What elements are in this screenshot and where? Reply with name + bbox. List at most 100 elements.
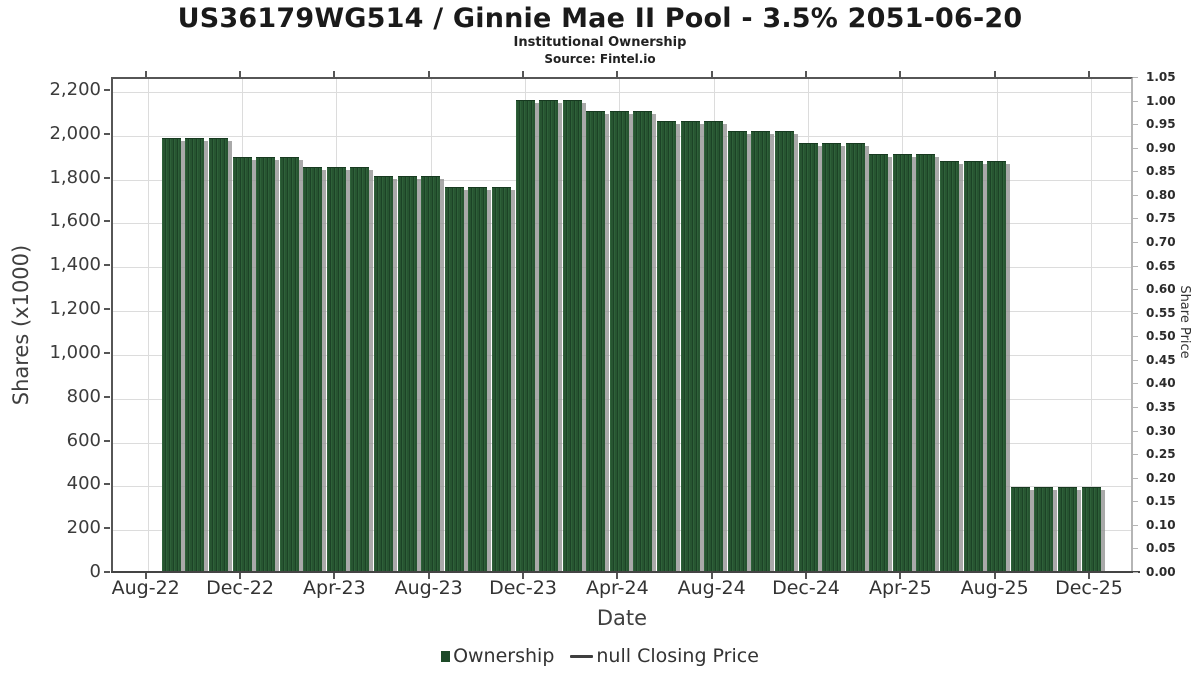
- y-right-tick-label: 1.00: [1146, 93, 1176, 108]
- ownership-bar-Dec-22[interactable]: [232, 156, 252, 572]
- ownership-bar-Jul-25[interactable]: [963, 161, 983, 572]
- y-left-tick: [104, 308, 110, 311]
- x-tick-label-Aug-25: Aug-25: [960, 577, 1029, 599]
- x-tick-top: [427, 71, 430, 77]
- ownership-bar-Jun-24[interactable]: [657, 120, 676, 572]
- y-right-tick-label: 0.60: [1146, 282, 1176, 297]
- x-tick-top: [993, 71, 996, 77]
- ownership-bar-Oct-25[interactable]: [1034, 486, 1054, 572]
- closing-price-line-icon: [570, 654, 594, 658]
- ownership-bar-May-24[interactable]: [633, 110, 653, 572]
- ownership-bar-May-23[interactable]: [350, 166, 370, 572]
- x-tick-label-Dec-24: Dec-24: [772, 577, 840, 599]
- x-tick-label-Aug-22: Aug-22: [111, 577, 180, 599]
- y-right-tick: [1133, 548, 1138, 550]
- y-right-tick: [1133, 124, 1138, 126]
- legend-label-closing-price[interactable]: null Closing Price: [596, 645, 759, 667]
- y-left-tick: [104, 89, 110, 91]
- ownership-bar-Feb-23[interactable]: [279, 156, 299, 572]
- ownership-bar-Dec-24[interactable]: [798, 142, 818, 572]
- ownership-bar-Sep-23[interactable]: [444, 186, 464, 572]
- ownership-bar-Jan-25[interactable]: [822, 142, 842, 572]
- x-tick-top: [1088, 71, 1090, 77]
- ownership-bar-Sep-25[interactable]: [1010, 486, 1030, 572]
- ownership-bar-Apr-25[interactable]: [892, 153, 912, 572]
- y-right-tick: [1133, 477, 1138, 479]
- ownership-bar-Dec-25[interactable]: [1081, 486, 1101, 572]
- ownership-bar-Mar-23[interactable]: [303, 166, 323, 572]
- x-tick-label-Aug-24: Aug-24: [677, 577, 746, 599]
- y-right-tick-label: 0.40: [1146, 376, 1176, 391]
- ownership-bar-Mar-24[interactable]: [586, 110, 606, 572]
- y-right-tick: [1133, 218, 1138, 220]
- x-tick-bottom: [710, 573, 713, 579]
- x-tick-bottom: [993, 573, 996, 579]
- y-right-tick-label: 0.20: [1146, 470, 1176, 485]
- ownership-square-icon: [441, 650, 451, 662]
- y-left-tick: [104, 527, 110, 530]
- y-left-tick-label: 1,200: [49, 298, 101, 320]
- x-tick-top: [805, 71, 807, 77]
- ownership-bar-Dec-23[interactable]: [515, 99, 535, 572]
- x-tick-label-Dec-22: Dec-22: [206, 577, 274, 599]
- y-left-tick-label: 1,400: [49, 254, 101, 276]
- ownership-bar-Feb-24[interactable]: [562, 99, 582, 572]
- y-left-tick-label: 1,000: [49, 341, 101, 363]
- ownership-bar-Oct-23[interactable]: [468, 186, 488, 572]
- x-axis-line: [111, 571, 1140, 573]
- ownership-bar-Apr-24[interactable]: [609, 110, 629, 572]
- x-tick-bottom: [899, 573, 902, 579]
- y-right-tick: [1133, 77, 1138, 78]
- ownership-bar-Jul-23[interactable]: [397, 175, 417, 572]
- y-right-tick: [1133, 572, 1138, 573]
- ownership-bar-Jan-24[interactable]: [539, 99, 559, 572]
- y-right-tick-label: 0.55: [1146, 305, 1176, 320]
- y-right-tick-label: 0.50: [1146, 329, 1176, 344]
- ownership-bar-Sep-22[interactable]: [161, 138, 181, 572]
- y-right-tick-label: 0.65: [1146, 258, 1176, 273]
- ownership-bar-Apr-23[interactable]: [326, 166, 346, 572]
- chart-title: US36179WG514 / Ginnie Mae II Pool - 3.5%…: [177, 3, 1023, 34]
- x-tick-label-Apr-23: Apr-23: [303, 577, 366, 599]
- ownership-bar-Mar-25[interactable]: [869, 153, 889, 572]
- ownership-bar-Aug-25[interactable]: [987, 161, 1007, 572]
- ownership-bar-Nov-22[interactable]: [208, 138, 228, 572]
- ownership-bar-Nov-24[interactable]: [774, 130, 794, 572]
- y-right-tick: [1133, 242, 1138, 243]
- x-tick-bottom: [333, 573, 336, 579]
- ownership-bar-Nov-25[interactable]: [1057, 486, 1077, 572]
- ownership-bar-Sep-24[interactable]: [727, 130, 747, 572]
- x-tick-label-Dec-23: Dec-23: [489, 577, 557, 599]
- y-right-tick: [1133, 430, 1138, 432]
- hgridline: [113, 92, 1131, 93]
- ownership-bar-Jun-25[interactable]: [940, 161, 959, 572]
- y-right-tick-label: 1.05: [1146, 70, 1176, 84]
- y-right-tick-label: 0.75: [1146, 211, 1176, 226]
- y-right-tick: [1133, 100, 1138, 102]
- ownership-bar-Jan-23[interactable]: [256, 156, 276, 572]
- chart-subtitle: Institutional Ownership: [513, 35, 687, 50]
- y-left-tick: [104, 220, 110, 223]
- y-left-tick-label: 1,600: [49, 210, 101, 232]
- y-left-tick: [104, 439, 110, 442]
- y-right-tick-label: 0.80: [1146, 187, 1176, 202]
- ownership-bar-Jun-23[interactable]: [374, 175, 394, 572]
- y-right-tick-label: 0.45: [1146, 352, 1176, 367]
- ownership-bar-Feb-25[interactable]: [845, 142, 865, 572]
- ownership-bar-Oct-22[interactable]: [185, 138, 205, 572]
- ownership-bar-May-25[interactable]: [916, 153, 936, 572]
- y-right-tick: [1133, 312, 1138, 314]
- y-right-tick-label: 0.35: [1146, 400, 1176, 414]
- x-tick-top: [710, 71, 713, 77]
- ownership-bar-Jul-24[interactable]: [680, 120, 700, 572]
- ownership-bar-Nov-23[interactable]: [491, 186, 511, 572]
- y-right-tick-label: 0.15: [1146, 494, 1176, 509]
- ownership-bar-Aug-23[interactable]: [421, 175, 441, 572]
- ownership-bar-Aug-24[interactable]: [704, 120, 724, 572]
- x-tick-label-Apr-25: Apr-25: [868, 577, 932, 599]
- ownership-bar-Oct-24[interactable]: [751, 130, 771, 572]
- y-left-tick: [104, 176, 110, 179]
- legend: Ownership null Closing Price: [0, 645, 1200, 667]
- y-left-tick-label: 1,800: [49, 166, 101, 188]
- legend-label-ownership[interactable]: Ownership: [453, 645, 555, 667]
